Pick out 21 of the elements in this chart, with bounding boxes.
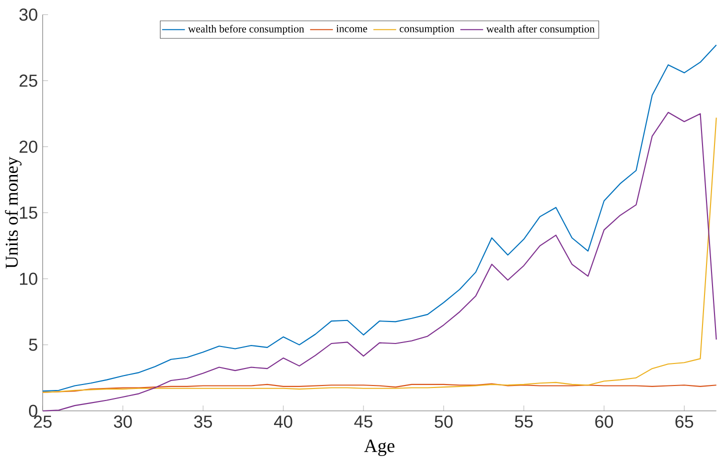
x-tick-label: 60 [595,416,614,428]
y-tick-label: 0 [29,404,38,418]
legend-label: wealth before consumption [188,24,304,35]
y-tick-label: 25 [20,74,38,87]
y-tick-label: 15 [20,206,38,219]
y-tick-label: 10 [20,272,38,285]
legend-label: income [336,25,368,32]
x-tick-label: 55 [514,416,533,428]
x-tick-label: 30 [114,416,132,428]
x-tick-label: 45 [354,416,372,428]
x-tick-label: 35 [194,416,212,428]
x-tick-label: 65 [675,416,694,428]
legend-label: wealth after consumption [486,24,595,35]
y-tick-label: 20 [20,140,38,153]
x-tick-label: 40 [274,416,292,428]
x-axis-title: Age [364,440,394,456]
line-series [42,44,717,392]
x-tick-label: 50 [434,416,453,428]
y-tick-label: 30 [19,8,38,21]
y-tick-label: 5 [29,338,38,351]
legend-label: consumption [400,25,454,35]
